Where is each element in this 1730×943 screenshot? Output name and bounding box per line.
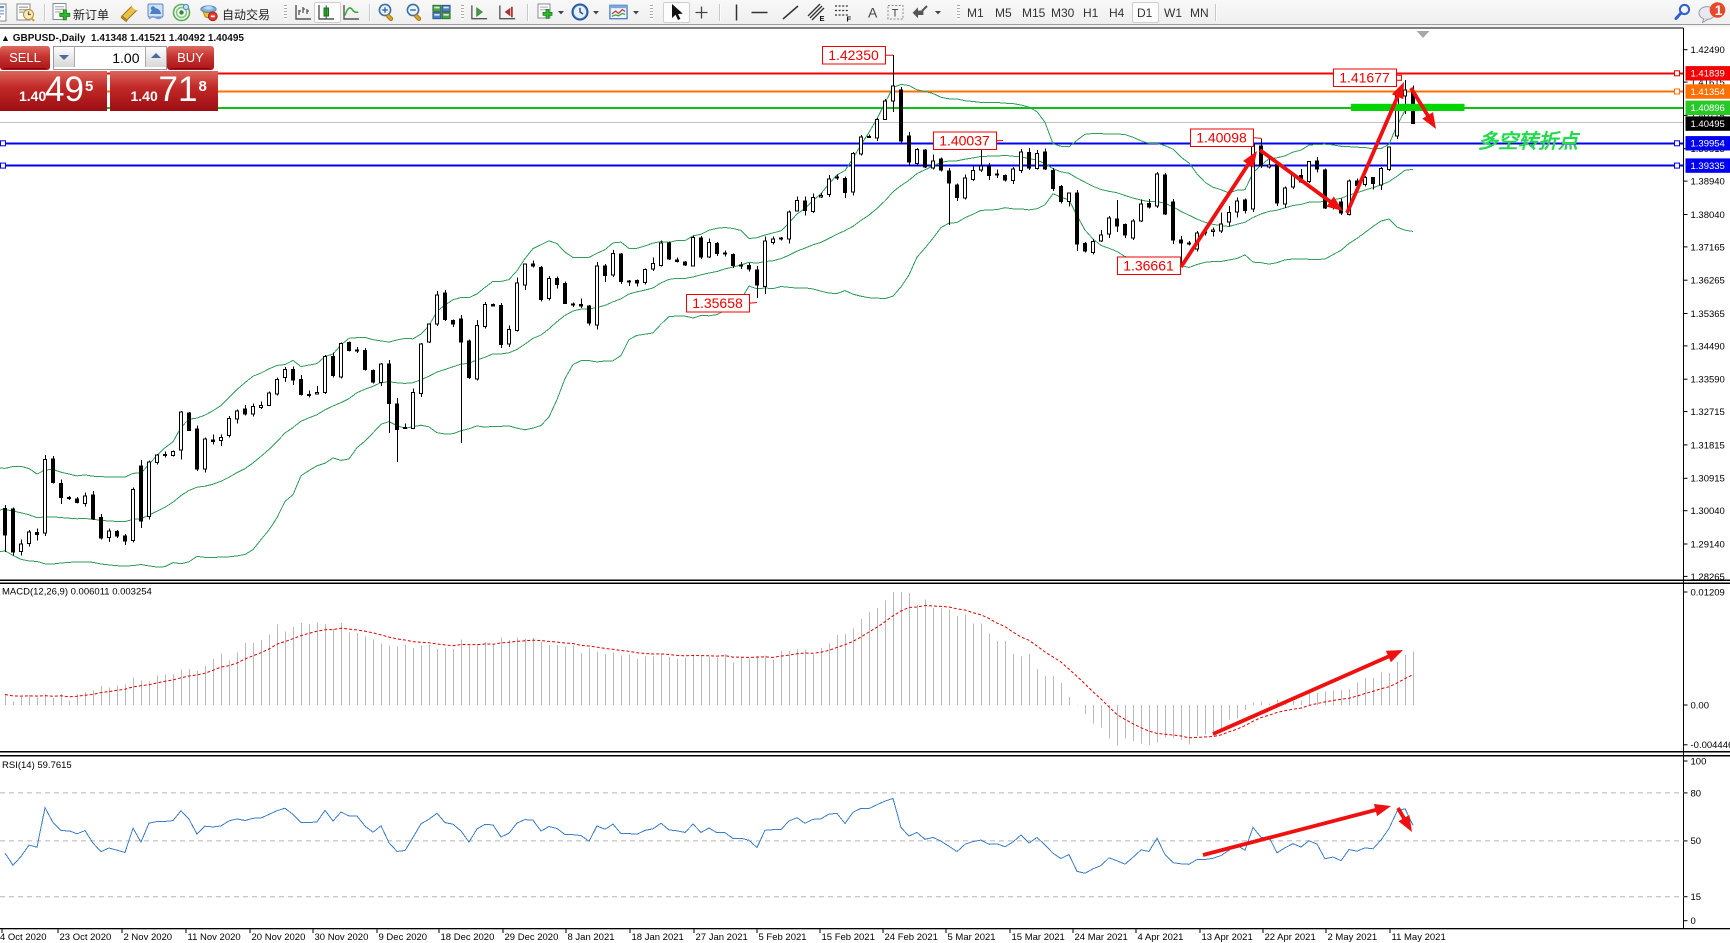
svg-text:1.41839: 1.41839	[1691, 69, 1725, 80]
svg-text:1.34490: 1.34490	[1691, 341, 1725, 352]
svg-text:5 Feb 2021: 5 Feb 2021	[759, 932, 807, 943]
svg-text:18 Jan 2021: 18 Jan 2021	[632, 932, 684, 943]
svg-text:24 Feb 2021: 24 Feb 2021	[885, 932, 938, 943]
svg-text:1.37165: 1.37165	[1691, 242, 1725, 253]
svg-text:4 Apr 2021: 4 Apr 2021	[1138, 932, 1184, 943]
svg-text:1.36265: 1.36265	[1691, 276, 1725, 287]
svg-text:2 Nov 2020: 2 Nov 2020	[124, 932, 173, 943]
svg-text:80: 80	[1691, 788, 1702, 799]
svg-text:1.40896: 1.40896	[1691, 103, 1725, 114]
svg-text:1.39954: 1.39954	[1691, 139, 1725, 150]
svg-text:15 Mar 2021: 15 Mar 2021	[1012, 932, 1065, 943]
svg-text:1.30915: 1.30915	[1691, 474, 1725, 485]
svg-text:1.42490: 1.42490	[1691, 45, 1725, 56]
svg-text:18 Dec 2020: 18 Dec 2020	[441, 932, 495, 943]
svg-text:0: 0	[1691, 916, 1696, 927]
svg-text:A: A	[868, 5, 878, 21]
svg-text:1.41677: 1.41677	[1339, 69, 1390, 85]
svg-text:0.01209: 0.01209	[1691, 587, 1725, 598]
svg-text:11 May 2021: 11 May 2021	[1392, 932, 1446, 943]
svg-text:-0.004446: -0.004446	[1691, 740, 1730, 751]
svg-text:MACD(12,26,9) 0.006011 0.00325: MACD(12,26,9) 0.006011 0.003254	[2, 587, 152, 598]
svg-text:F: F	[847, 15, 852, 24]
svg-text:1.40098: 1.40098	[1196, 129, 1247, 145]
svg-text:4 Oct 2020: 4 Oct 2020	[0, 932, 46, 943]
svg-text:1.40037: 1.40037	[939, 132, 990, 148]
svg-text:29 Dec 2020: 29 Dec 2020	[505, 932, 559, 943]
svg-text:100: 100	[1691, 756, 1707, 767]
svg-text:1: 1	[1715, 3, 1723, 18]
svg-text:RSI(14) 59.7615: RSI(14) 59.7615	[2, 760, 72, 771]
svg-text:11 Nov 2020: 11 Nov 2020	[188, 932, 241, 943]
svg-text:1.42350: 1.42350	[828, 47, 879, 63]
svg-text:1.38040: 1.38040	[1691, 210, 1725, 221]
svg-text:1.32715: 1.32715	[1691, 407, 1725, 418]
svg-text:8 Jan 2021: 8 Jan 2021	[568, 932, 615, 943]
svg-text:13 Apr 2021: 13 Apr 2021	[1202, 932, 1253, 943]
svg-text:0.00: 0.00	[1691, 700, 1710, 711]
svg-text:1.36661: 1.36661	[1123, 257, 1174, 273]
svg-text:27 Jan 2021: 27 Jan 2021	[696, 932, 748, 943]
svg-text:1.30040: 1.30040	[1691, 506, 1725, 517]
svg-text:15: 15	[1691, 892, 1702, 903]
svg-text:30 Nov 2020: 30 Nov 2020	[315, 932, 369, 943]
svg-text:1.41354: 1.41354	[1691, 87, 1725, 98]
svg-text:9 Dec 2020: 9 Dec 2020	[379, 932, 428, 943]
svg-text:2 May 2021: 2 May 2021	[1328, 932, 1378, 943]
svg-text:E: E	[820, 14, 825, 23]
svg-text:22 Apr 2021: 22 Apr 2021	[1265, 932, 1316, 943]
svg-text:1.31815: 1.31815	[1691, 440, 1725, 451]
svg-text:15 Feb 2021: 15 Feb 2021	[822, 932, 875, 943]
svg-text:1.35658: 1.35658	[692, 295, 743, 311]
svg-text:24 Mar 2021: 24 Mar 2021	[1075, 932, 1128, 943]
svg-text:1.39335: 1.39335	[1691, 161, 1725, 172]
svg-text:1.40495: 1.40495	[1691, 119, 1725, 130]
svg-text:多空转折点: 多空转折点	[1478, 130, 1581, 153]
svg-text:T: T	[892, 8, 899, 20]
svg-text:1.38940: 1.38940	[1691, 177, 1725, 188]
svg-text:1.35365: 1.35365	[1691, 309, 1725, 320]
svg-text:1.41615: 1.41615	[1691, 78, 1725, 89]
svg-text:23 Oct 2020: 23 Oct 2020	[60, 932, 112, 943]
svg-text:20 Nov 2020: 20 Nov 2020	[252, 932, 306, 943]
svg-text:5 Mar 2021: 5 Mar 2021	[948, 932, 996, 943]
svg-text:1.29140: 1.29140	[1691, 539, 1725, 550]
svg-text:1.28265: 1.28265	[1691, 572, 1725, 583]
svg-text:50: 50	[1691, 836, 1702, 847]
svg-text:1.40715: 1.40715	[1691, 111, 1725, 122]
svg-text:1.33590: 1.33590	[1691, 375, 1725, 386]
